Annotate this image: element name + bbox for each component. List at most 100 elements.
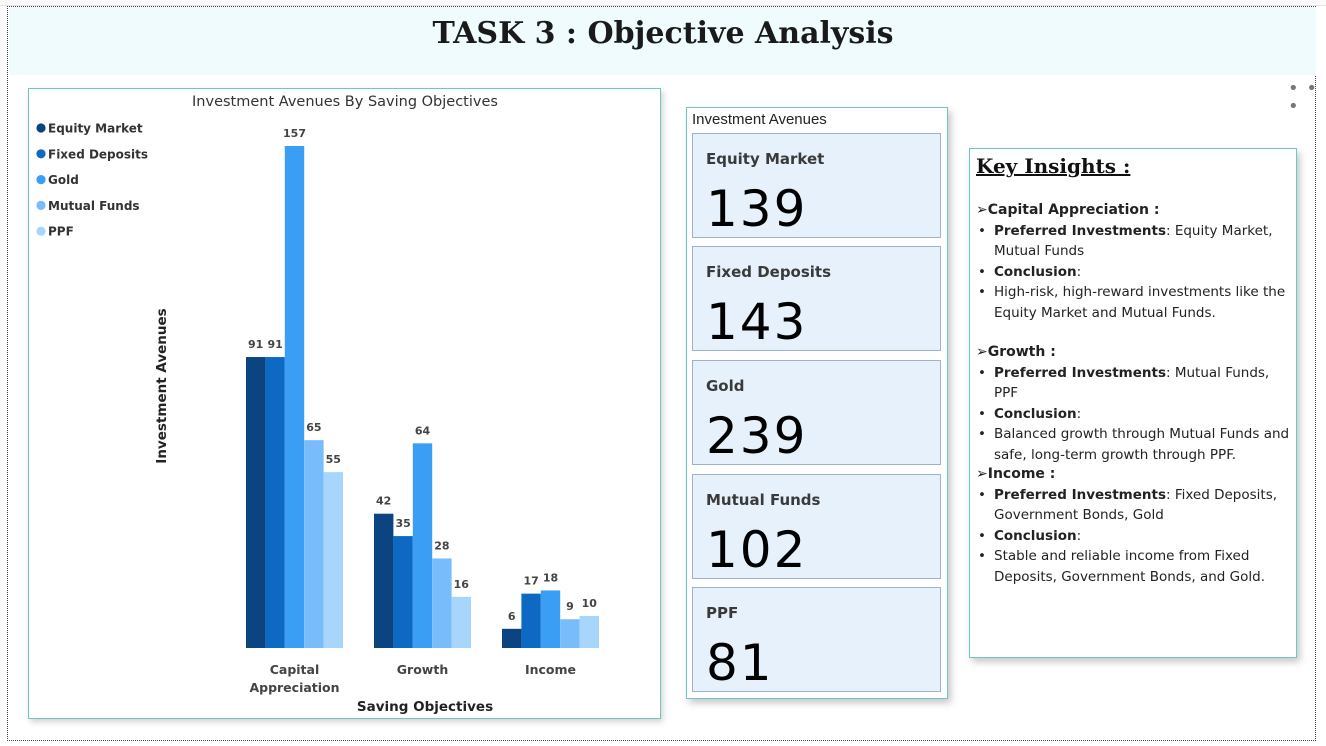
bar [502,628,522,648]
ribbon-strip [0,0,1326,6]
kpi-label: PPF [706,604,739,622]
preferred-value: : Fixed Deposits, Government Bonds, Gold [994,486,1278,524]
bar [432,558,452,648]
conclusion-label: Conclusion [994,263,1077,280]
bullet-icon: • [978,263,986,280]
data-label: 55 [326,453,341,466]
kpi-label: Equity Market [706,150,825,168]
data-label: 35 [395,517,410,530]
x-tick-label: Capital [270,662,320,677]
legend-marker [36,200,46,210]
legend-label: Mutual Funds [48,199,140,213]
insight-heading: Income : [987,466,1056,482]
conclusion-colon: : [1076,527,1082,544]
conclusion-label: Conclusion [994,405,1077,422]
bullet-icon: • [978,486,986,503]
conclusion-colon: : [1076,263,1082,280]
title-band [9,7,1316,75]
arrow-icon: ➢ [976,466,988,482]
legend-label: Gold [48,173,79,187]
bar [560,619,580,648]
kpi-label: Fixed Deposits [706,263,832,281]
kpi-card-equity-market[interactable]: Equity Market 139 [692,133,941,238]
kpi-card-ppf[interactable]: PPF 81 [692,587,941,692]
bar [323,472,343,648]
arrow-icon: ➢ [976,202,988,218]
conclusion-text: Balanced growth through Mutual Funds and… [994,426,1290,463]
data-label: 17 [523,575,538,588]
bar [246,357,266,648]
data-label: 9 [566,600,574,613]
bullet-icon: • [978,426,986,442]
bullet-icon: • [978,284,986,300]
kpi-heading: Investment Avenues [692,111,827,128]
data-label: 10 [582,597,598,610]
bar [304,440,324,648]
data-label: 28 [434,539,449,552]
chart-panel[interactable]: Investment Avenues By Saving Objectives E… [28,88,661,719]
bar [284,146,305,648]
data-label: 91 [248,338,263,351]
legend-marker [36,149,46,159]
data-label: 64 [415,424,431,437]
bullet-icon: • [978,222,986,239]
bar-chart: Investment Avenues By Saving Objectives E… [36,94,599,715]
kpi-card-fixed-deposits[interactable]: Fixed Deposits 143 [692,246,941,351]
data-label: 65 [306,421,321,434]
data-label: 157 [283,127,306,140]
data-label: 6 [508,610,516,623]
bar [579,616,599,648]
bar [521,593,541,648]
legend-label: Fixed Deposits [48,147,148,161]
x-tick-label: Growth [397,662,448,677]
chart-title: Investment Avenues By Saving Objectives [192,94,498,110]
kpi-card-mutual-funds[interactable]: Mutual Funds 102 [692,474,941,579]
report-canvas [7,6,1316,741]
bullet-icon: • [978,548,986,564]
insight-section-income: ➢Income : • Preferred Investments: Fixed … [976,464,1292,587]
preferred-label: Preferred Investments [994,364,1166,381]
legend-marker [36,226,46,236]
kpi-value: 239 [706,407,808,465]
data-label: 18 [543,571,558,584]
conclusion-label: Conclusion [994,527,1077,544]
data-label: 91 [267,338,282,351]
bar [540,590,561,648]
kpi-value: 81 [706,634,774,692]
bar [374,513,394,648]
data-label: 16 [454,578,470,591]
arrow-icon: ➢ [976,344,988,360]
more-options-icon[interactable]: • • • [1288,78,1318,117]
kpi-label: Gold [706,377,745,395]
preferred-value: : Equity Market, Mutual Funds [994,222,1273,260]
y-axis-title: Investment Avenues [154,308,170,463]
insight-heading: Growth : [987,344,1056,360]
insight-section-capital-appreciation: ➢Capital Appreciation : • Preferred Inves… [976,200,1292,323]
kpi-panel: Investment Avenues Equity Market 139 Fix… [686,107,948,699]
legend-marker [36,175,46,185]
conclusion-colon: : [1076,405,1082,422]
insight-heading: Capital Appreciation : [987,202,1160,218]
insight-section-growth: ➢Growth : • Preferred Investments: Mutual… [976,342,1292,465]
bullet-icon: • [978,527,986,544]
preferred-label: Preferred Investments [994,486,1166,503]
legend-marker [36,123,46,133]
bar [265,357,285,648]
bar [393,536,413,648]
bullet-icon: • [978,405,986,422]
preferred-label: Preferred Investments [994,222,1166,239]
kpi-card-gold[interactable]: Gold 239 [692,360,941,465]
bullet-icon: • [978,364,986,381]
kpi-value: 102 [706,521,808,579]
x-tick-label: Appreciation [249,680,339,695]
insights-panel: Key Insights : ➢Capital Appreciation : •… [969,148,1297,658]
page-title: TASK 3 : Objective Analysis [432,16,894,51]
legend-label: Equity Market [48,122,143,136]
preferred-value: : Mutual Funds, PPF [994,364,1270,402]
insights-title: Key Insights : [976,154,1131,178]
x-axis-title: Saving Objectives [357,699,493,715]
legend-label: PPF [48,225,74,239]
conclusion-text: Stable and reliable income from Fixed De… [994,548,1265,585]
x-tick-label: Income [525,662,576,677]
kpi-value: 143 [706,293,808,351]
